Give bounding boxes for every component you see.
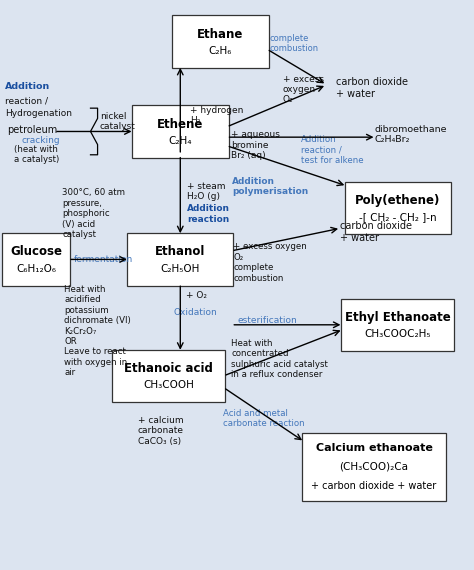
Text: Ethene: Ethene (157, 117, 203, 131)
Text: Glucose: Glucose (10, 246, 62, 258)
Text: + aqueous
bromine
Br₂ (aq): + aqueous bromine Br₂ (aq) (231, 131, 280, 160)
Text: + O₂: + O₂ (186, 291, 208, 300)
Text: carbon dioxide
+ water: carbon dioxide + water (340, 221, 412, 243)
FancyBboxPatch shape (127, 233, 234, 286)
Text: + calcium
carbonate
CaCO₃ (s): + calcium carbonate CaCO₃ (s) (138, 416, 184, 446)
Text: fermentation: fermentation (74, 255, 133, 264)
Text: CH₃COOC₂H₅: CH₃COOC₂H₅ (365, 329, 431, 339)
Text: Ethyl Ethanoate: Ethyl Ethanoate (345, 311, 451, 324)
Text: Acid and metal
carbonate reaction: Acid and metal carbonate reaction (223, 409, 304, 429)
Text: nickel
catalyst: nickel catalyst (100, 112, 136, 131)
FancyBboxPatch shape (112, 350, 225, 402)
FancyBboxPatch shape (302, 433, 446, 501)
FancyBboxPatch shape (2, 233, 71, 286)
Text: Calcium ethanoate: Calcium ethanoate (316, 443, 432, 453)
Text: + carbon dioxide + water: + carbon dioxide + water (311, 481, 437, 491)
Text: Addition
reaction /
test for alkene: Addition reaction / test for alkene (301, 136, 364, 165)
Text: reaction /: reaction / (5, 96, 48, 105)
Text: petroleum: petroleum (7, 125, 57, 135)
FancyBboxPatch shape (172, 15, 269, 68)
Text: + hydrogen
H₂: + hydrogen H₂ (190, 106, 243, 125)
Text: Heat with
concentrated
sulphuric acid catalyst
in a reflux condenser: Heat with concentrated sulphuric acid ca… (231, 339, 328, 379)
Text: (heat with
a catalyst): (heat with a catalyst) (14, 145, 59, 164)
Text: C₆H₁₂O₆: C₆H₁₂O₆ (16, 264, 56, 274)
Text: Addition: Addition (5, 82, 51, 91)
Text: Addition
reaction: Addition reaction (187, 204, 230, 223)
Text: (CH₃COO)₂Ca: (CH₃COO)₂Ca (339, 462, 409, 472)
FancyBboxPatch shape (345, 182, 451, 234)
Text: Hydrogenation: Hydrogenation (5, 109, 73, 118)
Text: Oxidation: Oxidation (173, 308, 217, 317)
Text: C₂H₄: C₂H₄ (169, 136, 192, 146)
Text: cracking: cracking (21, 136, 60, 145)
Text: CH₃COOH: CH₃COOH (143, 380, 194, 390)
Text: C₂H₅OH: C₂H₅OH (161, 264, 200, 274)
Text: + excess
oxygen
O₂: + excess oxygen O₂ (283, 75, 324, 104)
Text: 300°C, 60 atm
pressure,
phosphoric
(V) acid
catalyst: 300°C, 60 atm pressure, phosphoric (V) a… (62, 188, 125, 239)
Text: Heat with
acidified
potassium
dichromate (VI)
K₂Cr₂O₇
OR
Leave to react
with oxy: Heat with acidified potassium dichromate… (64, 285, 131, 377)
Text: Ethanol: Ethanol (155, 246, 205, 258)
Text: complete
combustion: complete combustion (269, 34, 318, 53)
Text: + excess oxygen
O₂
complete
combustion: + excess oxygen O₂ complete combustion (233, 242, 307, 283)
Text: esterification: esterification (237, 316, 297, 325)
FancyBboxPatch shape (341, 299, 455, 351)
Text: -[ CH₂ - CH₂ ]-n: -[ CH₂ - CH₂ ]-n (359, 213, 437, 222)
Text: Poly(ethene): Poly(ethene) (355, 194, 440, 207)
Text: Ethanoic acid: Ethanoic acid (124, 362, 213, 375)
Text: + steam
H₂O (g): + steam H₂O (g) (187, 181, 226, 201)
Text: dibromoethane
C₂H₄Br₂: dibromoethane C₂H₄Br₂ (374, 125, 447, 144)
FancyBboxPatch shape (132, 105, 229, 158)
Text: C₂H₆: C₂H₆ (209, 46, 232, 56)
Text: Addition
polymerisation: Addition polymerisation (232, 177, 309, 196)
Text: Ethane: Ethane (197, 28, 244, 40)
Text: carbon dioxide
+ water: carbon dioxide + water (336, 78, 408, 99)
